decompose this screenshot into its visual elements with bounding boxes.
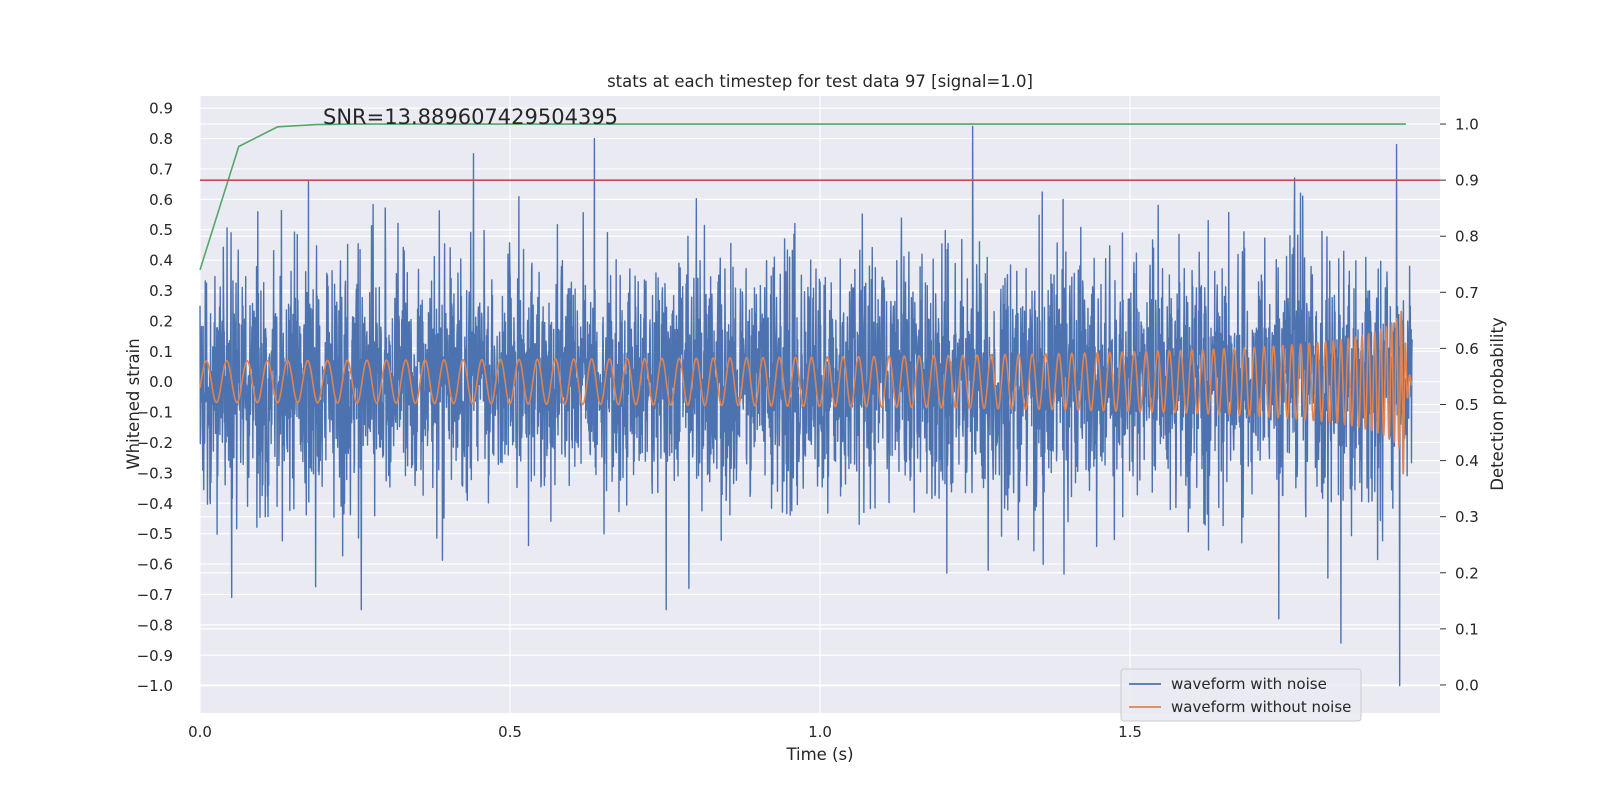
y-tick-label: 0.3 bbox=[149, 282, 173, 300]
y-tick-label: −0.2 bbox=[137, 434, 173, 452]
y2-tick-label: 0.4 bbox=[1455, 452, 1479, 470]
y2-tick-label: 0.2 bbox=[1455, 564, 1479, 582]
y2-tick-label: 0.0 bbox=[1455, 676, 1479, 694]
series-waveform-without-noise bbox=[199, 310, 1413, 475]
y-tick-label: 0.0 bbox=[149, 373, 173, 391]
y-axis-label: Whitened strain bbox=[124, 338, 143, 469]
x-tick-label: 0.5 bbox=[498, 723, 522, 741]
y-tick-label: 0.2 bbox=[149, 312, 173, 330]
legend-label-clean: waveform without noise bbox=[1171, 698, 1351, 716]
chart-title: stats at each timestep for test data 97 … bbox=[607, 72, 1033, 91]
y-tick-label: −0.6 bbox=[137, 556, 173, 574]
x-axis-label: Time (s) bbox=[785, 745, 853, 764]
legend: waveform with noise waveform without noi… bbox=[1120, 668, 1362, 722]
y2-tick-label: 0.3 bbox=[1455, 508, 1479, 526]
y-tick-label: 0.4 bbox=[149, 252, 173, 270]
y-tick-label: −1.0 bbox=[137, 677, 173, 695]
y2-tick-label: 1.0 bbox=[1455, 116, 1479, 134]
series-layer bbox=[199, 123, 1440, 687]
snr-annotation: SNR=13.889607429504395 bbox=[323, 105, 618, 129]
y-tick-label: 0.5 bbox=[149, 221, 173, 239]
y-tick-label: −0.4 bbox=[137, 495, 173, 513]
ticks: 0.0 0.5 1.0 1.5 0.9 0.8 0.7 0.6 0.5 0.4 0.3 0.2 0.1 0… bbox=[137, 100, 1479, 741]
y-tick-label: −0.5 bbox=[137, 525, 173, 543]
y-tick-label: −0.8 bbox=[137, 616, 173, 634]
y-tick-label: 0.9 bbox=[149, 100, 173, 118]
y-tick-label: 0.1 bbox=[149, 343, 173, 361]
y2-axis-label: Detection probability bbox=[1488, 317, 1507, 491]
x-tick-label: 1.5 bbox=[1118, 723, 1142, 741]
y2-tick-label: 0.5 bbox=[1455, 396, 1479, 414]
legend-label-noise: waveform with noise bbox=[1171, 675, 1327, 693]
y-tick-label: 0.7 bbox=[149, 160, 173, 178]
series-detection-probability bbox=[199, 123, 1406, 271]
y2-tick-label: 0.9 bbox=[1455, 172, 1479, 190]
y-tick-label: −0.7 bbox=[137, 586, 173, 604]
y2-tick-label: 0.7 bbox=[1455, 284, 1479, 302]
y2-tick-label: 0.1 bbox=[1455, 620, 1479, 638]
y-tick-label: −0.1 bbox=[137, 404, 173, 422]
y-tick-label: −0.9 bbox=[137, 647, 173, 665]
x-tick-label: 0.0 bbox=[188, 723, 212, 741]
y2-tick-label: 0.8 bbox=[1455, 228, 1479, 246]
y-tick-label: 0.6 bbox=[149, 191, 173, 209]
legend-box bbox=[1120, 668, 1362, 722]
y-tick-label: −0.3 bbox=[137, 464, 173, 482]
x-tick-label: 1.0 bbox=[808, 723, 832, 741]
y2-tick-label: 0.6 bbox=[1455, 340, 1479, 358]
y-tick-label: 0.8 bbox=[149, 130, 173, 148]
